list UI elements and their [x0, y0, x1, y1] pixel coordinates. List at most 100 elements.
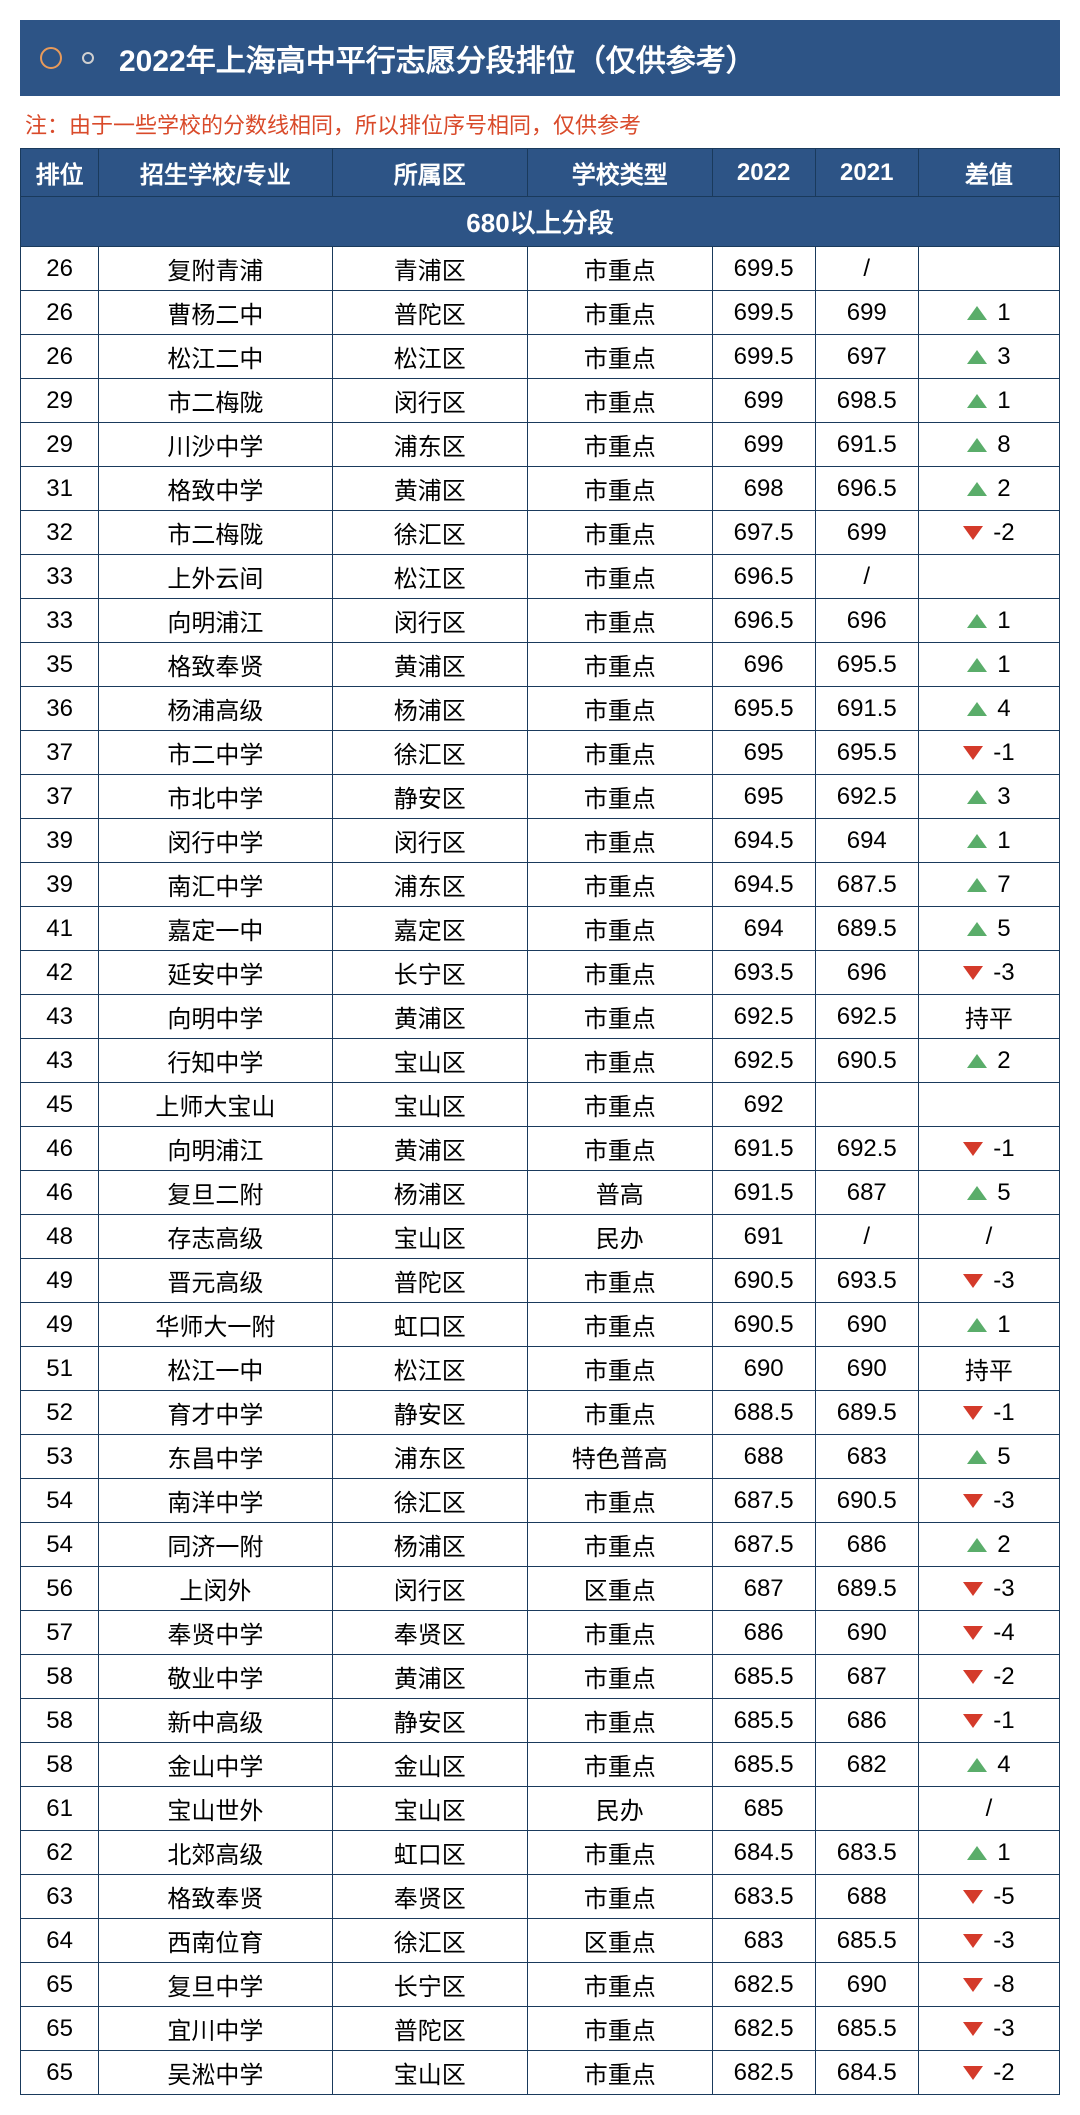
- cell-2021: 682: [815, 1743, 918, 1787]
- cell-diff: /: [918, 1215, 1059, 1259]
- cell-2021: 685.5: [815, 2007, 918, 2051]
- cell-district: 静安区: [332, 775, 527, 819]
- cell-diff: [918, 1083, 1059, 1127]
- page-title: 2022年上海高中平行志愿分段排位（仅供参考）: [119, 36, 756, 80]
- cell-type: 区重点: [528, 1567, 713, 1611]
- diff-value: -5: [993, 1883, 1014, 1911]
- cell-district: 闵行区: [332, 379, 527, 423]
- up-icon: [967, 394, 987, 408]
- up-icon: [967, 922, 987, 936]
- cell-2021: 690: [815, 1347, 918, 1391]
- cell-2021: 691.5: [815, 423, 918, 467]
- table-row: 37市二中学徐汇区市重点695695.5-1: [21, 731, 1060, 775]
- diff-value: 1: [997, 1839, 1010, 1867]
- cell-2022: 687: [712, 1567, 815, 1611]
- cell-rank: 62: [21, 1831, 99, 1875]
- cell-school: 宜川中学: [99, 2007, 332, 2051]
- cell-district: 闵行区: [332, 1567, 527, 1611]
- cell-2022: 685.5: [712, 1655, 815, 1699]
- cell-2021: 696: [815, 599, 918, 643]
- cell-rank: 33: [21, 555, 99, 599]
- col-school: 招生学校/专业: [99, 149, 332, 197]
- diff-value: -3: [993, 1267, 1014, 1295]
- cell-district: 宝山区: [332, 1215, 527, 1259]
- cell-rank: 37: [21, 731, 99, 775]
- cell-type: 市重点: [528, 1083, 713, 1127]
- up-icon: [967, 1450, 987, 1464]
- cell-diff: 5: [918, 1435, 1059, 1479]
- cell-2021: 698.5: [815, 379, 918, 423]
- cell-district: 闵行区: [332, 599, 527, 643]
- cell-2022: 688: [712, 1435, 815, 1479]
- cell-rank: 43: [21, 995, 99, 1039]
- cell-diff: 2: [918, 1523, 1059, 1567]
- cell-diff: 1: [918, 1831, 1059, 1875]
- cell-school: 嘉定一中: [99, 907, 332, 951]
- cell-diff: -1: [918, 1699, 1059, 1743]
- cell-diff: 2: [918, 1039, 1059, 1083]
- cell-school: 复附青浦: [99, 247, 332, 291]
- cell-type: 市重点: [528, 379, 713, 423]
- table-row: 39南汇中学浦东区市重点694.5687.57: [21, 863, 1060, 907]
- cell-diff: -3: [918, 1479, 1059, 1523]
- down-icon: [963, 1626, 983, 1640]
- down-icon: [963, 1274, 983, 1288]
- cell-rank: 51: [21, 1347, 99, 1391]
- table-row: 31格致中学黄浦区市重点698696.52: [21, 467, 1060, 511]
- cell-rank: 54: [21, 1479, 99, 1523]
- cell-rank: 39: [21, 863, 99, 907]
- table-row: 62北郊高级虹口区市重点684.5683.51: [21, 1831, 1060, 1875]
- cell-type: 市重点: [528, 731, 713, 775]
- cell-diff: -3: [918, 1919, 1059, 1963]
- cell-district: 普陀区: [332, 1259, 527, 1303]
- diff-value: -2: [993, 519, 1014, 547]
- up-icon: [967, 350, 987, 364]
- table-row: 61宝山世外宝山区民办685/: [21, 1787, 1060, 1831]
- cell-school: 东昌中学: [99, 1435, 332, 1479]
- cell-district: 宝山区: [332, 2051, 527, 2095]
- cell-school: 松江一中: [99, 1347, 332, 1391]
- cell-rank: 36: [21, 687, 99, 731]
- cell-2021: 699: [815, 511, 918, 555]
- diff-value: 2: [997, 1531, 1010, 1559]
- cell-district: 长宁区: [332, 951, 527, 995]
- cell-2021: 695.5: [815, 731, 918, 775]
- cell-rank: 33: [21, 599, 99, 643]
- up-icon: [967, 790, 987, 804]
- cell-district: 宝山区: [332, 1083, 527, 1127]
- table-row: 46复旦二附杨浦区普高691.56875: [21, 1171, 1060, 1215]
- cell-type: 市重点: [528, 335, 713, 379]
- cell-school: 北郊高级: [99, 1831, 332, 1875]
- cell-type: 市重点: [528, 1479, 713, 1523]
- cell-type: 市重点: [528, 423, 713, 467]
- cell-2022: 688.5: [712, 1391, 815, 1435]
- cell-diff: 1: [918, 599, 1059, 643]
- diff-value: -3: [993, 1487, 1014, 1515]
- cell-rank: 35: [21, 643, 99, 687]
- cell-district: 长宁区: [332, 1963, 527, 2007]
- cell-2022: 683.5: [712, 1875, 815, 1919]
- cell-2022: 687.5: [712, 1523, 815, 1567]
- cell-2022: 699: [712, 423, 815, 467]
- cell-type: 市重点: [528, 1699, 713, 1743]
- cell-2022: 698: [712, 467, 815, 511]
- cell-2022: 683: [712, 1919, 815, 1963]
- table-row: 57奉贤中学奉贤区市重点686690-4: [21, 1611, 1060, 1655]
- table-body: 680以上分段 26复附青浦青浦区市重点699.5/26曹杨二中普陀区市重点69…: [21, 197, 1060, 2095]
- cell-district: 杨浦区: [332, 1523, 527, 1567]
- cell-diff: 2: [918, 467, 1059, 511]
- cell-rank: 46: [21, 1127, 99, 1171]
- cell-2021: 691.5: [815, 687, 918, 731]
- down-icon: [963, 1934, 983, 1948]
- table-row: 64西南位育徐汇区区重点683685.5-3: [21, 1919, 1060, 1963]
- cell-2021: 697: [815, 335, 918, 379]
- cell-district: 徐汇区: [332, 731, 527, 775]
- cell-type: 市重点: [528, 247, 713, 291]
- cell-diff: -3: [918, 951, 1059, 995]
- up-icon: [967, 1054, 987, 1068]
- cell-type: 市重点: [528, 995, 713, 1039]
- cell-school: 行知中学: [99, 1039, 332, 1083]
- cell-rank: 49: [21, 1303, 99, 1347]
- cell-2021: 692.5: [815, 995, 918, 1039]
- cell-2021: 685.5: [815, 1919, 918, 1963]
